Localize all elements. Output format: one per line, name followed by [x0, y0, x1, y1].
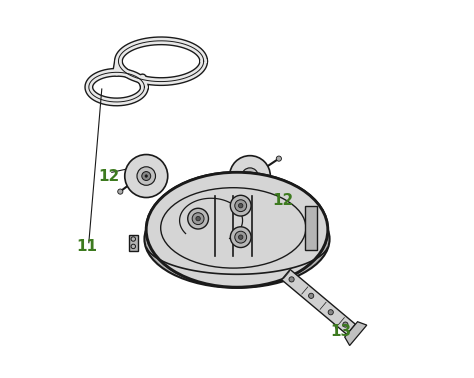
- Circle shape: [137, 167, 155, 185]
- Circle shape: [343, 322, 348, 327]
- Circle shape: [118, 189, 123, 194]
- Circle shape: [142, 172, 151, 180]
- Ellipse shape: [145, 190, 329, 288]
- Polygon shape: [129, 235, 138, 251]
- Ellipse shape: [146, 172, 328, 287]
- Circle shape: [238, 203, 243, 208]
- Circle shape: [188, 208, 209, 229]
- Circle shape: [235, 231, 246, 243]
- Circle shape: [328, 310, 333, 315]
- Polygon shape: [305, 206, 317, 250]
- Circle shape: [289, 277, 294, 282]
- Text: 12: 12: [99, 169, 120, 184]
- Polygon shape: [282, 270, 356, 335]
- Circle shape: [125, 155, 168, 198]
- Circle shape: [229, 156, 270, 197]
- Circle shape: [230, 227, 251, 248]
- Text: 13: 13: [330, 324, 351, 339]
- Polygon shape: [345, 322, 367, 345]
- Circle shape: [238, 235, 243, 239]
- Circle shape: [309, 293, 314, 298]
- Circle shape: [246, 172, 254, 180]
- Circle shape: [242, 168, 258, 184]
- Circle shape: [196, 217, 201, 221]
- Circle shape: [230, 195, 251, 216]
- Circle shape: [235, 200, 246, 212]
- Circle shape: [145, 175, 147, 177]
- Circle shape: [249, 175, 251, 177]
- Ellipse shape: [146, 172, 328, 287]
- Circle shape: [192, 213, 204, 225]
- Text: 11: 11: [76, 239, 98, 254]
- Text: 12: 12: [273, 193, 294, 208]
- Circle shape: [276, 156, 282, 161]
